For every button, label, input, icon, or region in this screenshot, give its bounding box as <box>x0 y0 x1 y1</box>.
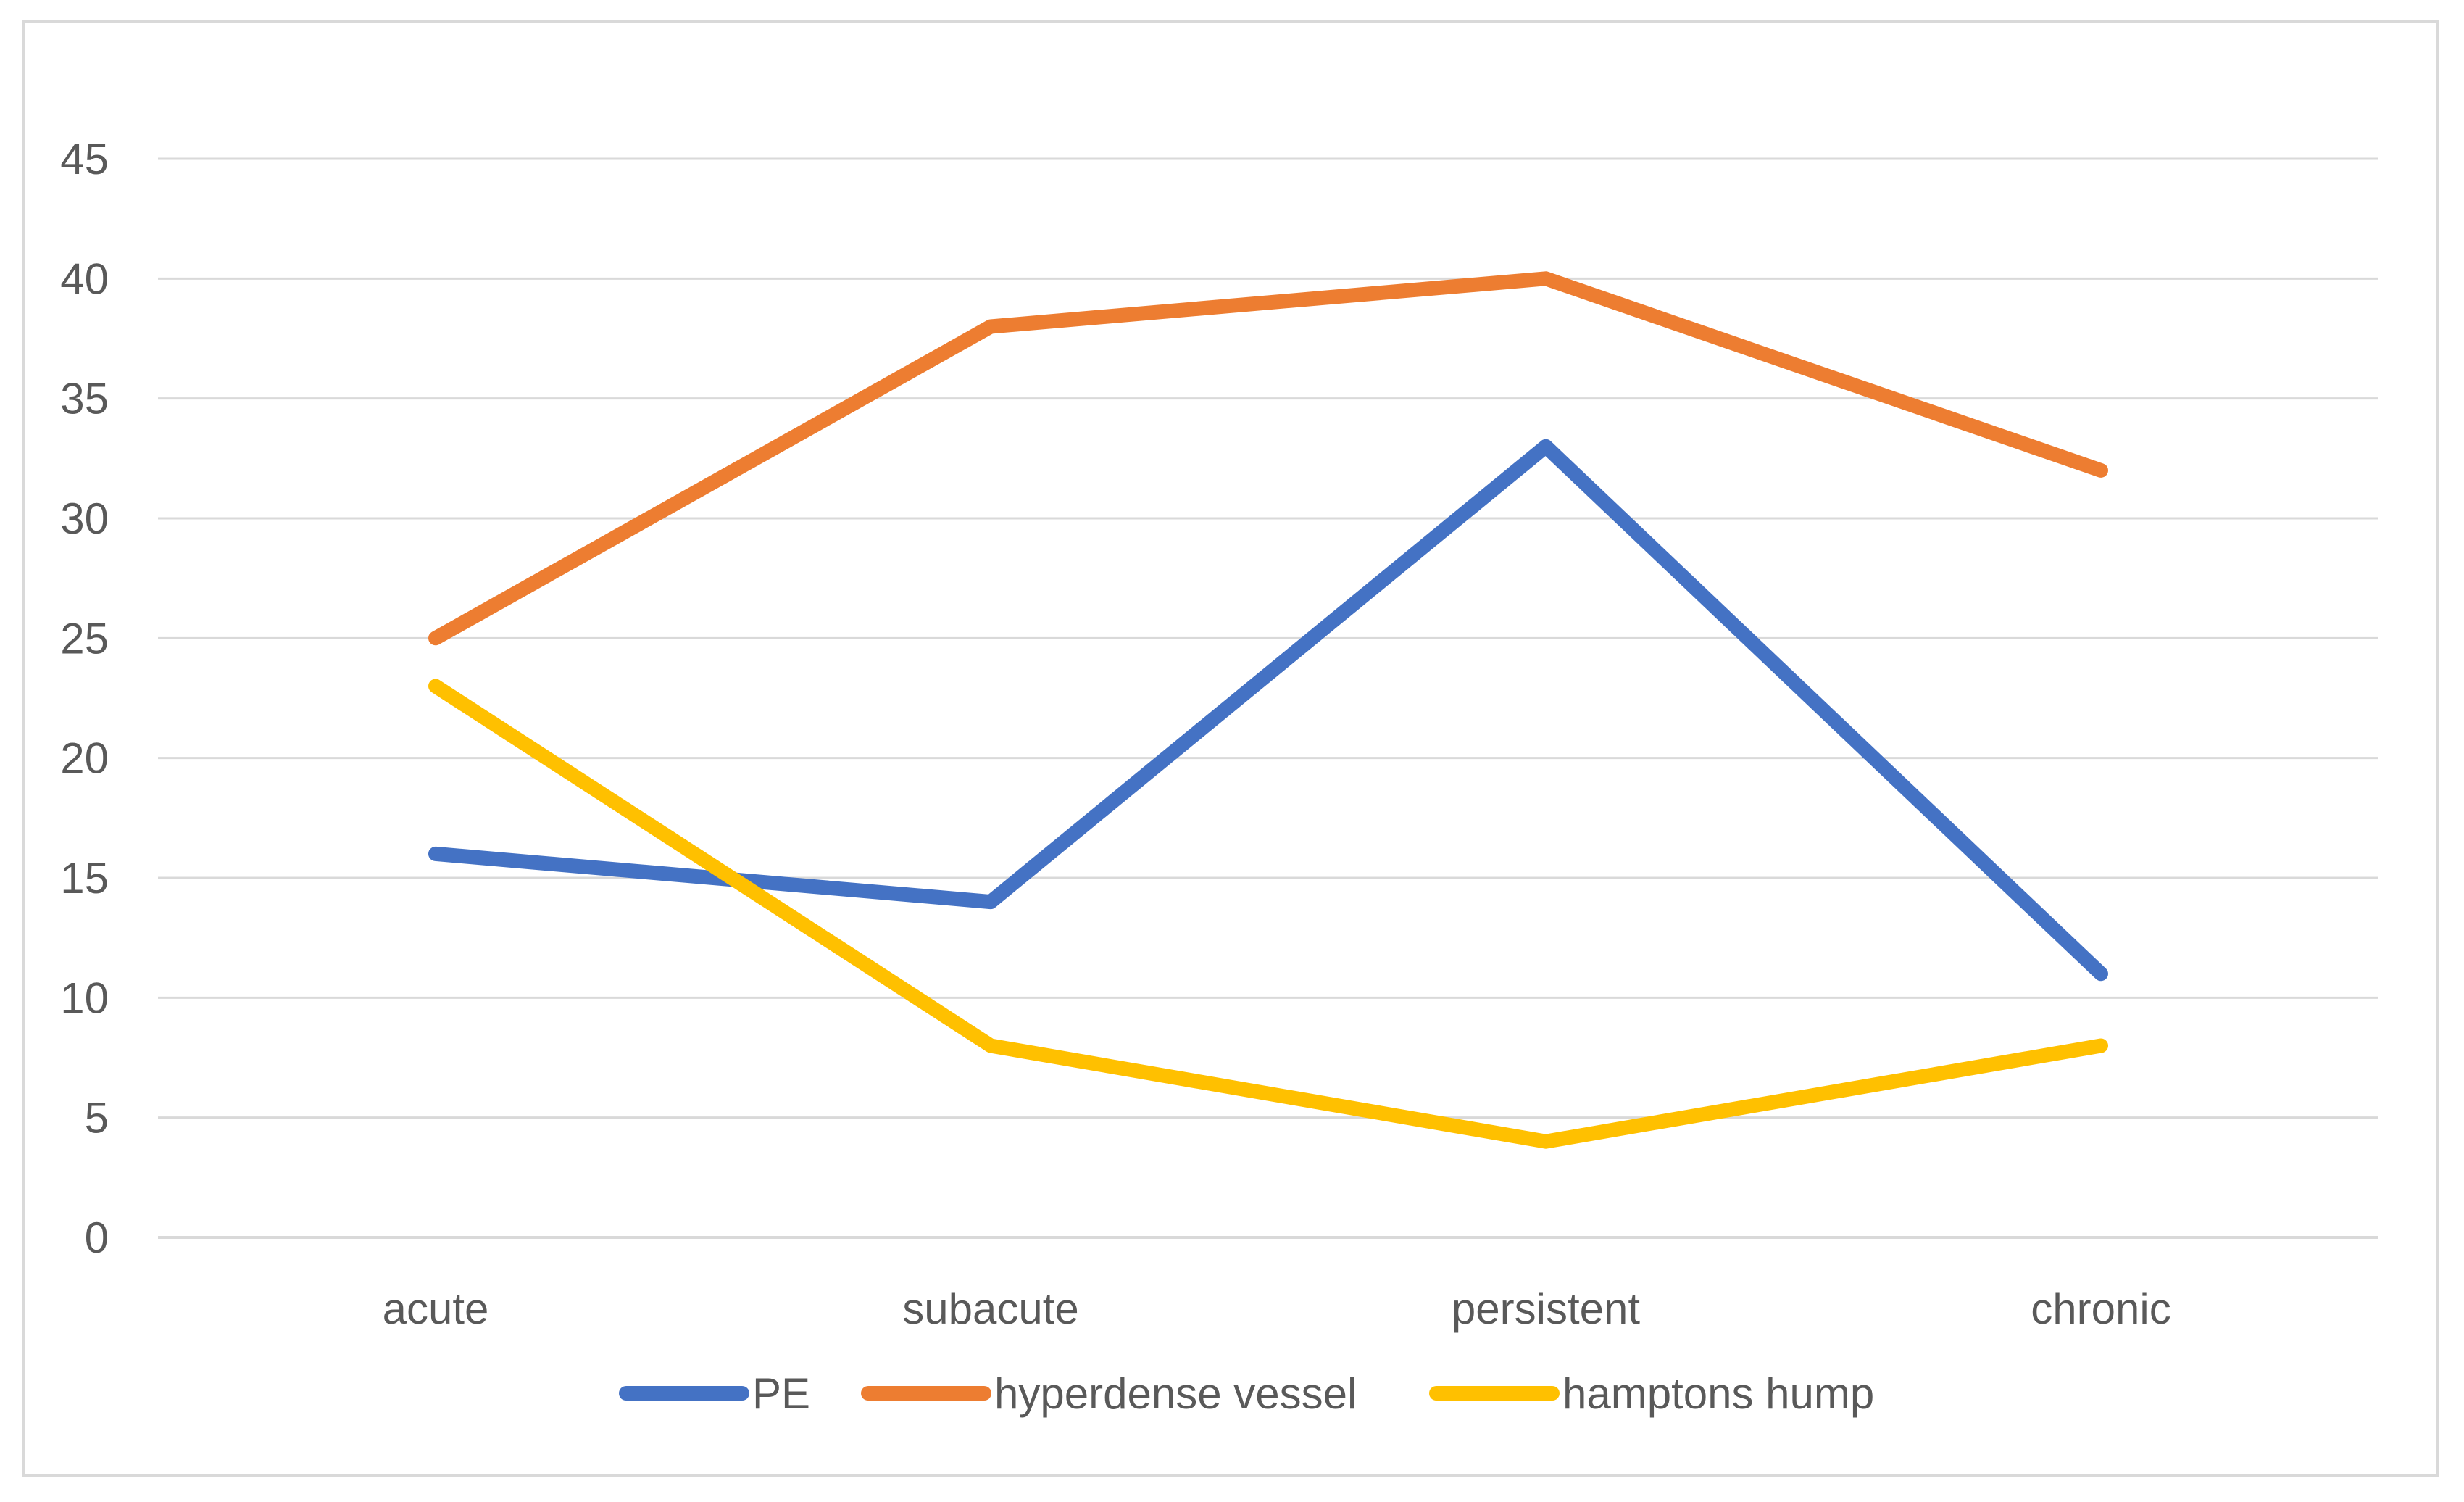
series-lines <box>428 271 2108 1149</box>
y-tick-label: 45 <box>60 135 109 183</box>
x-tick-label: subacute <box>902 1285 1079 1333</box>
y-tick-label: 20 <box>60 734 109 783</box>
x-tick-label: persistent <box>1452 1285 1640 1333</box>
axes: 0 5 10 15 20 25 30 35 40 45 acute subacute persisten… <box>60 135 2170 1333</box>
y-tick-label: 40 <box>60 254 109 303</box>
y-tick-label: 10 <box>60 974 109 1022</box>
legend-item-pe: PE <box>619 1369 810 1418</box>
y-tick-label: 30 <box>60 494 109 543</box>
legend-label: hamptons hump <box>1562 1369 1874 1418</box>
series-line-hyperdense-vessel <box>428 271 2108 646</box>
gridlines <box>158 157 2378 1239</box>
y-tick-label: 5 <box>85 1094 109 1142</box>
y-tick-label: 15 <box>60 854 109 903</box>
series-line-pe <box>428 439 2108 982</box>
legend: PE hyperdense vessel hamptons hump <box>619 1369 1874 1418</box>
legend-label: hyperdense vessel <box>994 1369 1357 1418</box>
chart-frame <box>22 20 2439 1477</box>
x-tick-label: acute <box>383 1285 489 1333</box>
legend-item-hamptons-hump: hamptons hump <box>1429 1369 1874 1418</box>
x-tick-label: chronic <box>2031 1285 2170 1333</box>
series-line-hamptons-hump <box>428 679 2108 1149</box>
y-tick-label: 25 <box>60 614 109 663</box>
legend-label: PE <box>752 1369 810 1418</box>
y-tick-label: 0 <box>85 1213 109 1262</box>
legend-item-hyperdense-vessel: hyperdense vessel <box>861 1369 1357 1418</box>
y-tick-label: 35 <box>60 375 109 423</box>
